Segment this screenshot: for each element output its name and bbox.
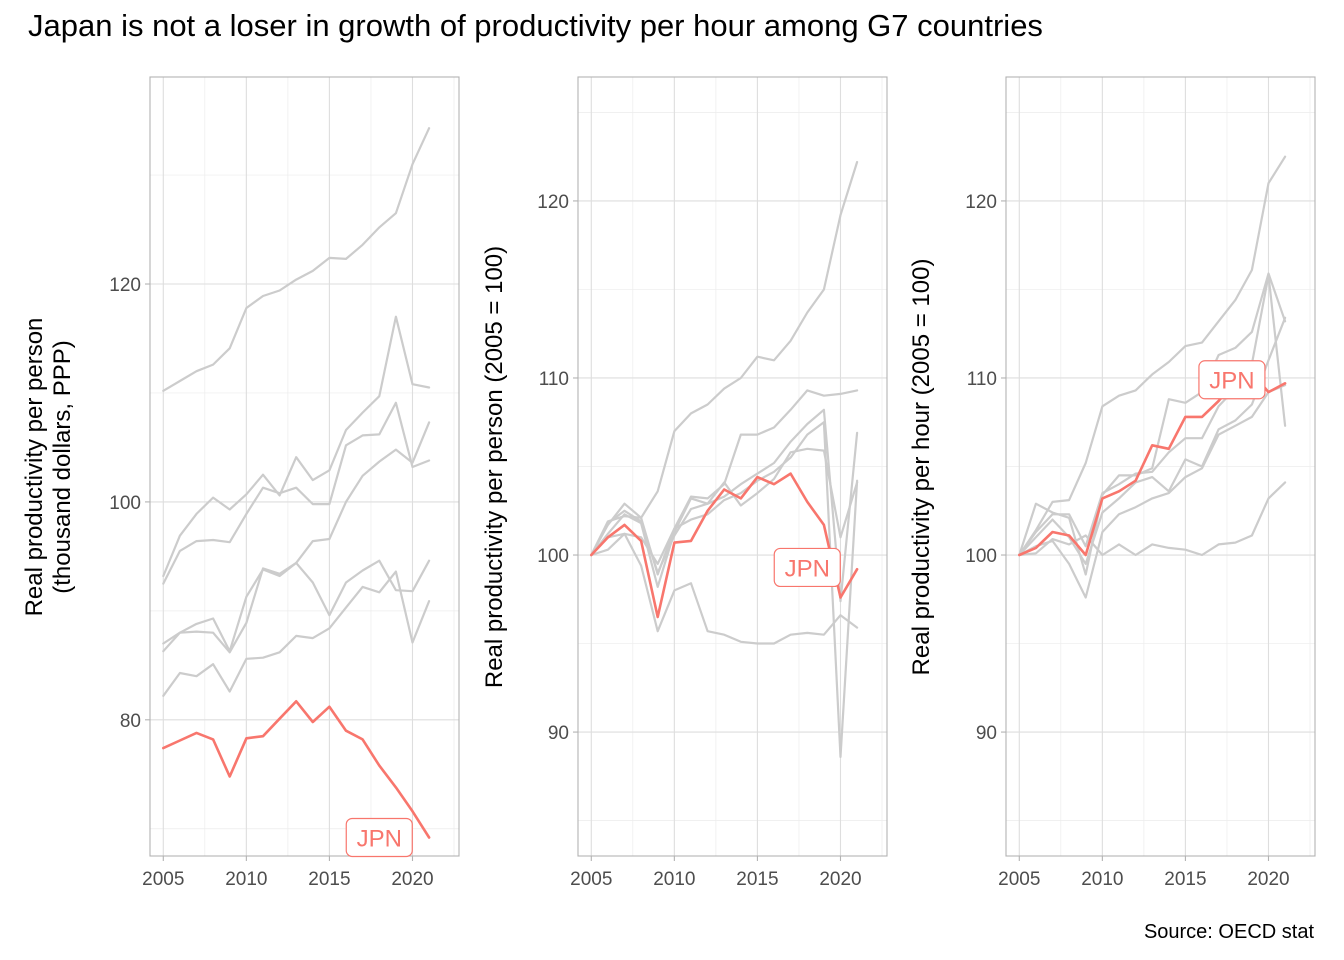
series-line [1018,274,1287,557]
panel-border [577,76,888,857]
x-tick-label: 2020 [391,869,433,890]
x-tick-label: 2020 [819,869,861,890]
y-tick-label: 120 [109,275,141,296]
source-caption: Source: OECD stat [1143,921,1314,943]
x-tick-label: 2015 [1164,869,1206,890]
y-axis-title: Real productivity per hour (2005 = 100) [908,259,935,676]
y-tick-label: 100 [537,546,569,567]
x-tick-label: 2010 [653,869,695,890]
panel-1: 2005 2010 2015 2020 80 100 120 Real productivit… [21,76,460,890]
x-tick-label: 2010 [1081,869,1123,890]
series-line-highlight [162,699,431,839]
series-line [590,408,859,603]
jpn-label-box [773,547,841,588]
series-line [162,315,431,578]
y-axis-title-line: (thousand dollars, PPP) [49,340,76,593]
series-line [1018,384,1287,599]
series-line [1018,272,1287,576]
panel-border [149,76,460,857]
series-line [162,559,431,653]
jpn-label-box [345,817,413,858]
jpn-label: JPN [1209,368,1254,395]
y-axis-title-line: Real productivity per person (2005 = 100… [481,246,508,688]
x-tick-label: 2015 [308,869,350,890]
y-tick-label: 120 [537,192,569,213]
panel-2: 2005 2010 2015 2020 90 100 110 120 Real producti… [481,76,888,890]
y-tick-label: 120 [965,192,997,213]
series-line [162,570,431,697]
x-tick-label: 2015 [736,869,778,890]
x-tick-label: 2005 [998,869,1040,890]
y-axis-title: Real productivity per person(thousand do… [21,318,76,617]
series-line [1018,316,1287,566]
series-line [162,401,431,585]
series-line [1018,155,1287,557]
x-tick-label: 2005 [570,869,612,890]
y-axis-title-line: Real productivity per person [21,318,48,617]
y-tick-label: 110 [967,369,997,390]
y-tick-label: 110 [539,369,569,390]
series-line [590,447,859,589]
x-tick-label: 2005 [142,869,184,890]
jpn-label-box [1198,360,1266,400]
series-line [162,127,431,392]
y-axis-title: Real productivity per person (2005 = 100… [481,246,508,688]
jpn-label: JPN [785,555,830,582]
panel-3: 2005 2010 2015 2020 90 100 110 120 Real producti… [908,76,1316,890]
series-line [590,532,859,645]
jpn-label: JPN [357,825,402,852]
chart-title: Japan is not a loser in growth of produc… [28,8,1043,43]
series-line-highlight [589,472,859,619]
x-tick-label: 2010 [225,869,267,890]
series-line [590,421,859,759]
y-tick-label: 100 [109,493,141,514]
x-tick-label: 2020 [1247,869,1289,890]
y-tick-label: 100 [965,546,997,567]
y-tick-label: 90 [548,723,569,744]
y-axis-title-line: Real productivity per hour (2005 = 100) [908,259,935,676]
y-tick-label: 90 [976,723,997,744]
panel-border [1005,76,1316,857]
y-tick-label: 80 [120,711,141,732]
series-line [1018,481,1287,557]
